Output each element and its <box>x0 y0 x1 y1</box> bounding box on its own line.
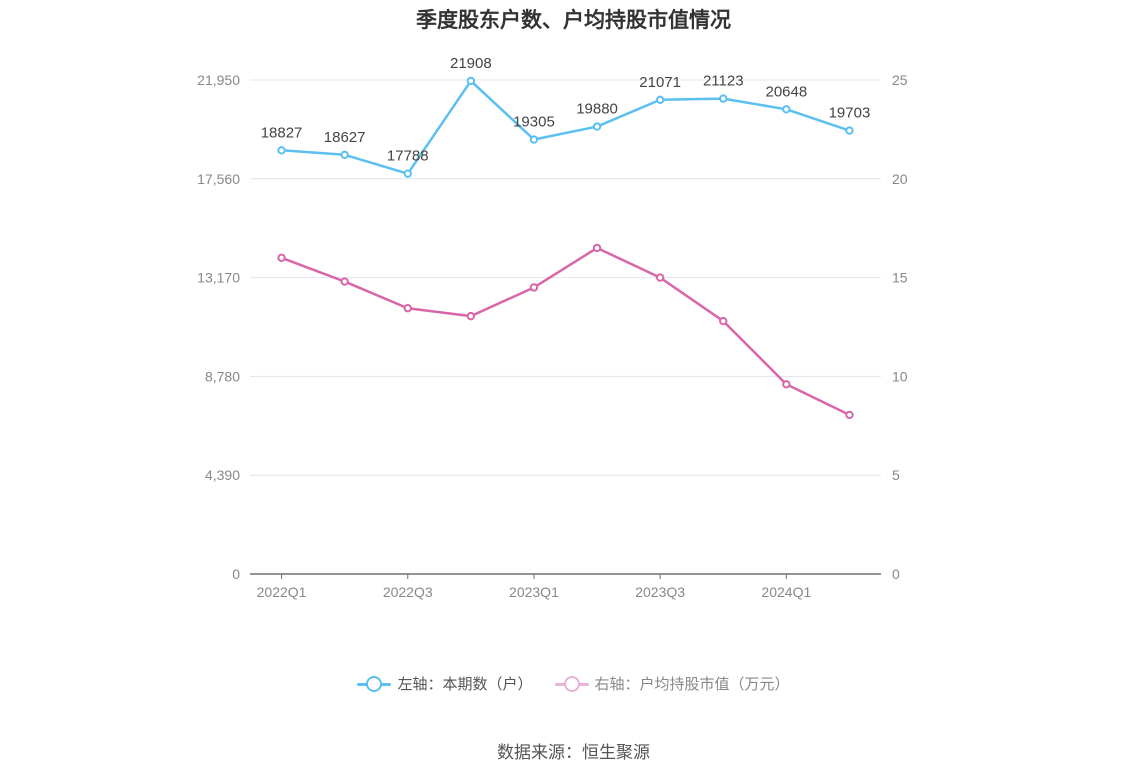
data-point-left[interactable] <box>277 146 286 155</box>
data-point-left[interactable] <box>466 76 476 86</box>
data-point-left[interactable] <box>340 150 349 159</box>
x-tick-label: 2022Q1 <box>257 584 307 600</box>
left-tick-label: 4,390 <box>205 467 240 483</box>
legend-item-left-axis[interactable]: 左轴：本期数（户） <box>357 673 533 694</box>
chart-title: 季度股东户数、户均持股市值情况 <box>416 8 731 32</box>
left-tick-label: 8,780 <box>205 368 240 384</box>
left-tick-label: 21,950 <box>197 72 240 88</box>
series-line-left <box>281 79 850 175</box>
x-axis: 2022Q1 2022Q3 2023Q1 2023Q3 2024Q1 <box>250 573 881 600</box>
legend-marker-right <box>554 674 589 694</box>
data-label: 21908 <box>450 55 492 72</box>
legend-label-left: 左轴：本期数（户） <box>397 675 533 693</box>
left-tick-label: 0 <box>232 566 240 582</box>
data-label: 19703 <box>829 105 871 122</box>
right-tick-label: 20 <box>892 171 908 187</box>
data-label: 19880 <box>576 101 618 118</box>
data-point-left[interactable] <box>403 169 412 178</box>
right-axis-ticks: 0 5 10 15 20 25 <box>892 72 908 582</box>
right-tick-label: 25 <box>892 72 908 88</box>
data-point-left[interactable] <box>592 122 602 131</box>
x-tick-label: 2023Q1 <box>509 584 559 600</box>
data-point-right[interactable] <box>845 410 854 420</box>
data-label: 20648 <box>765 83 807 100</box>
data-point-left[interactable] <box>845 126 854 135</box>
right-tick-label: 5 <box>892 467 900 483</box>
data-point-right[interactable] <box>655 273 665 282</box>
data-point-right[interactable] <box>719 316 728 326</box>
left-axis-ticks: 0 4,390 8,780 13,170 17,560 21,950 <box>197 72 240 582</box>
data-source: 数据来源：恒生聚源 <box>497 743 650 763</box>
left-tick-label: 17,560 <box>197 171 240 187</box>
legend: 左轴：本期数（户） 右轴：户均持股市值（万元） <box>0 673 1147 694</box>
right-tick-label: 10 <box>892 368 908 384</box>
data-label: 21071 <box>639 74 681 91</box>
series-layer <box>277 76 854 420</box>
data-point-left[interactable] <box>655 95 665 104</box>
data-point-left[interactable] <box>529 135 539 144</box>
data-point-left[interactable] <box>719 94 728 103</box>
data-label: 19305 <box>513 114 555 131</box>
legend-marker-left <box>357 674 392 694</box>
x-tick-label: 2024Q1 <box>761 584 811 600</box>
series-line-right <box>281 246 850 417</box>
right-tick-label: 0 <box>892 566 900 582</box>
data-labels: 18827 18627 17788 21908 19305 19880 21071 21123… <box>261 55 871 165</box>
legend-label-right: 右轴：户均持股市值（万元） <box>594 675 790 693</box>
x-tick-label: 2023Q3 <box>635 584 685 600</box>
data-label: 18627 <box>324 129 366 146</box>
legend-item-right-axis[interactable]: 右轴：户均持股市值（万元） <box>554 673 790 694</box>
data-point-right[interactable] <box>529 283 539 292</box>
data-label: 18827 <box>261 124 303 141</box>
data-point-right[interactable] <box>403 304 412 313</box>
right-tick-label: 15 <box>892 270 908 286</box>
data-point-right[interactable] <box>277 253 286 263</box>
data-point-left[interactable] <box>782 105 791 114</box>
data-point-right[interactable] <box>340 277 349 286</box>
data-point-right[interactable] <box>592 243 602 253</box>
data-point-right[interactable] <box>782 380 791 389</box>
grid-lines <box>250 79 881 476</box>
data-label: 21123 <box>703 73 744 90</box>
x-tick-label: 2022Q3 <box>383 584 433 600</box>
left-tick-label: 13,170 <box>197 270 240 286</box>
data-point-right[interactable] <box>466 311 476 321</box>
data-label: 17788 <box>387 148 429 165</box>
